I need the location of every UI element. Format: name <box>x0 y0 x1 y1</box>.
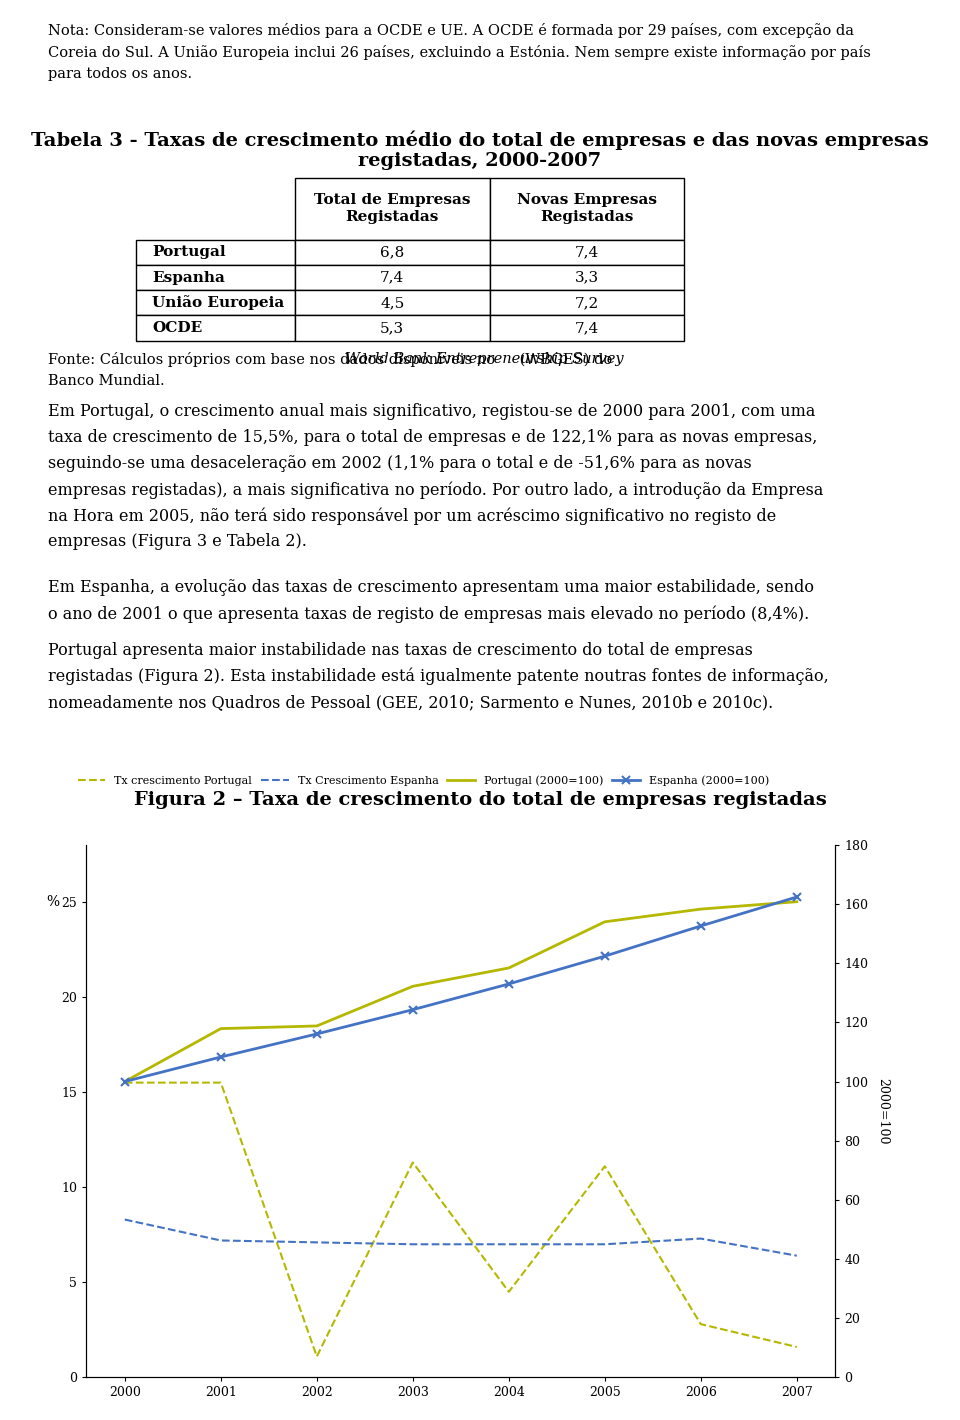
Text: taxa de crescimento de 15,5%, para o total de empresas e de 122,1% para as novas: taxa de crescimento de 15,5%, para o tot… <box>48 429 817 446</box>
Portugal (2000=100) <box>215 1020 227 1037</box>
Tx crescimento Portugal <box>791 1339 803 1356</box>
Text: Coreia do Sul. A União Europeia inclui 26 países, excluindo a Estónia. Nem sempr: Coreia do Sul. A União Europeia inclui 2… <box>48 44 871 60</box>
Tx Crescimento Espanha <box>599 1235 611 1252</box>
Portugal (2000=100) <box>119 1074 131 1091</box>
Tx Crescimento Espanha <box>119 1211 131 1228</box>
Line: Tx crescimento Portugal: Tx crescimento Portugal <box>125 1082 797 1356</box>
Y-axis label: %: % <box>46 895 60 909</box>
Text: Figura 2 – Taxa de crescimento do total de empresas registadas: Figura 2 – Taxa de crescimento do total … <box>133 791 827 809</box>
Espanha (2000=100) <box>503 976 515 993</box>
Text: World Bank Entrepreneurship Survey: World Bank Entrepreneurship Survey <box>345 352 623 366</box>
Tx Crescimento Espanha <box>311 1234 323 1251</box>
Espanha (2000=100) <box>791 889 803 906</box>
Text: Portugal apresenta maior instabilidade nas taxas de crescimento do total de empr: Portugal apresenta maior instabilidade n… <box>48 642 753 659</box>
Text: registadas (Figura 2). Esta instabilidade está igualmente patente noutras fontes: registadas (Figura 2). Esta instabilidad… <box>48 667 828 686</box>
Tx crescimento Portugal <box>695 1315 707 1332</box>
Tx crescimento Portugal <box>311 1348 323 1365</box>
Espanha (2000=100) <box>215 1048 227 1065</box>
Portugal (2000=100) <box>503 960 515 977</box>
Line: Espanha (2000=100): Espanha (2000=100) <box>121 893 801 1086</box>
Tx Crescimento Espanha <box>791 1247 803 1264</box>
Tx Crescimento Espanha <box>215 1233 227 1250</box>
Text: Nota: Consideram-se valores médios para a OCDE e UE. A OCDE é formada por 29 paí: Nota: Consideram-se valores médios para … <box>48 23 854 38</box>
Line: Portugal (2000=100): Portugal (2000=100) <box>125 902 797 1082</box>
Text: Em Espanha, a evolução das taxas de crescimento apresentam uma maior estabilidad: Em Espanha, a evolução das taxas de cres… <box>48 579 814 596</box>
Tx Crescimento Espanha <box>695 1230 707 1247</box>
Text: registadas, 2000-2007: registadas, 2000-2007 <box>358 152 602 170</box>
Text: Tabela 3 - Taxas de crescimento médio do total de empresas e das novas empresas: Tabela 3 - Taxas de crescimento médio do… <box>31 131 929 151</box>
Text: Em Portugal, o crescimento anual mais significativo, registou-se de 2000 para 20: Em Portugal, o crescimento anual mais si… <box>48 403 815 420</box>
Tx crescimento Portugal <box>407 1154 419 1171</box>
Espanha (2000=100) <box>599 947 611 964</box>
Tx crescimento Portugal <box>503 1284 515 1301</box>
Tx crescimento Portugal <box>119 1074 131 1091</box>
Text: na Hora em 2005, não terá sido responsável por um acréscimo significativo no reg: na Hora em 2005, não terá sido responsáv… <box>48 507 777 524</box>
Text: empresas (Figura 3 e Tabela 2).: empresas (Figura 3 e Tabela 2). <box>48 532 307 550</box>
Portugal (2000=100) <box>407 978 419 995</box>
Portugal (2000=100) <box>791 893 803 910</box>
Text: Banco Mundial.: Banco Mundial. <box>48 373 164 388</box>
Espanha (2000=100) <box>311 1025 323 1042</box>
Tx crescimento Portugal <box>599 1157 611 1174</box>
Tx crescimento Portugal <box>215 1074 227 1091</box>
Y-axis label: 2000=100: 2000=100 <box>876 1078 889 1145</box>
Text: seguindo-se uma desaceleração em 2002 (1,1% para o total e de -51,6% para as nov: seguindo-se uma desaceleração em 2002 (1… <box>48 456 752 473</box>
Text: nomeadamente nos Quadros de Pessoal (GEE, 2010; Sarmento e Nunes, 2010b e 2010c): nomeadamente nos Quadros de Pessoal (GEE… <box>48 694 773 711</box>
Text: empresas registadas), a mais significativa no período. Por outro lado, a introdu: empresas registadas), a mais significati… <box>48 481 824 498</box>
Espanha (2000=100) <box>407 1001 419 1018</box>
Portugal (2000=100) <box>695 900 707 917</box>
Text: o ano de 2001 o que apresenta taxas de registo de empresas mais elevado no perío: o ano de 2001 o que apresenta taxas de r… <box>48 605 809 623</box>
Legend: Tx crescimento Portugal, Tx Crescimento Espanha, Portugal (2000=100), Espanha (2: Tx crescimento Portugal, Tx Crescimento … <box>73 771 774 790</box>
Text: Fonte: Cálculos próprios com base nos dados disponíveis no: Fonte: Cálculos próprios com base nos da… <box>48 352 500 368</box>
Text: para todos os anos.: para todos os anos. <box>48 67 192 81</box>
Tx Crescimento Espanha <box>407 1235 419 1252</box>
Portugal (2000=100) <box>599 913 611 930</box>
Line: Tx Crescimento Espanha: Tx Crescimento Espanha <box>125 1220 797 1255</box>
Espanha (2000=100) <box>119 1074 131 1091</box>
Espanha (2000=100) <box>695 917 707 934</box>
Portugal (2000=100) <box>311 1017 323 1034</box>
Tx Crescimento Espanha <box>503 1235 515 1252</box>
Text: (WBGES) do: (WBGES) do <box>516 352 612 366</box>
